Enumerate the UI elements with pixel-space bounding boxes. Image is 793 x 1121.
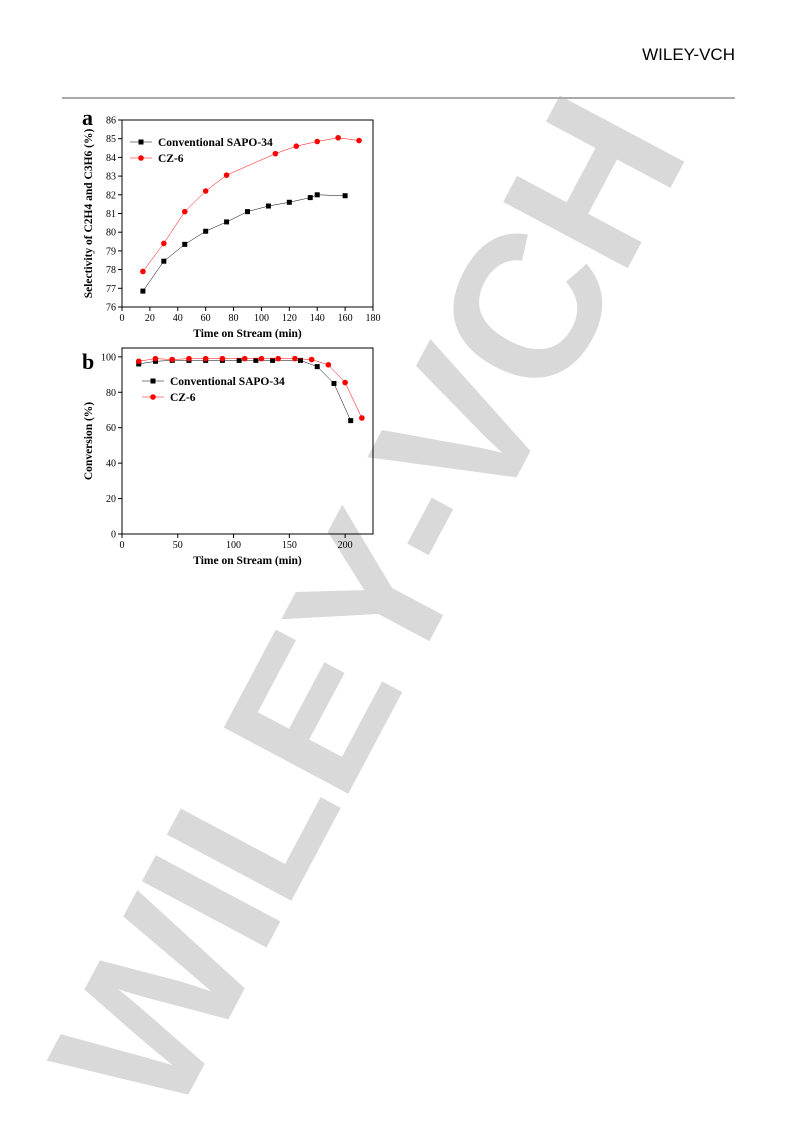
data-point: [314, 138, 321, 145]
y-tick-label: 81: [106, 209, 116, 220]
panel-label: b: [82, 349, 94, 374]
data-point: [270, 357, 276, 363]
data-point: [181, 208, 188, 215]
data-point: [223, 172, 230, 178]
data-point: [342, 193, 348, 199]
data-point: [331, 380, 337, 386]
legend-swatch: [150, 378, 156, 384]
legend-swatch: [138, 139, 144, 145]
data-point: [161, 258, 167, 264]
data-point: [292, 355, 298, 362]
data-point: [135, 358, 142, 365]
data-point: [314, 364, 320, 370]
legend-label: Conventional SAPO-34: [170, 376, 285, 388]
series-line: [142, 194, 346, 292]
series-line: [138, 360, 351, 421]
y-tick-label: 0: [111, 530, 116, 541]
data-point: [169, 356, 175, 363]
panel-label: a: [82, 105, 93, 130]
y-tick-label: 85: [106, 134, 116, 145]
y-tick-label: 40: [106, 459, 116, 470]
x-tick-label: 180: [366, 313, 381, 324]
data-point: [359, 415, 365, 421]
data-point: [293, 143, 300, 149]
x-tick-label: 150: [282, 540, 297, 551]
y-tick-label: 60: [106, 423, 116, 434]
data-point: [307, 195, 313, 201]
y-tick-label: 76: [106, 303, 116, 314]
x-tick-label: 200: [338, 540, 353, 551]
x-tick-label: 0: [120, 540, 125, 551]
x-tick-label: 50: [173, 540, 183, 551]
data-point: [253, 357, 259, 363]
x-axis-label: Time on Stream (min): [193, 555, 302, 567]
y-tick-label: 80: [106, 388, 116, 399]
data-point: [245, 209, 250, 215]
data-point: [152, 355, 159, 362]
x-tick-label: 60: [201, 313, 211, 324]
x-tick-label: 80: [229, 313, 239, 324]
y-tick-label: 86: [106, 116, 116, 127]
data-point: [140, 268, 146, 275]
data-point: [272, 150, 279, 157]
data-point: [308, 356, 315, 363]
x-tick-label: 0: [120, 313, 125, 324]
x-tick-label: 160: [338, 313, 353, 324]
data-point: [356, 137, 362, 144]
x-tick-label: 100: [254, 313, 269, 324]
y-tick-label: 20: [106, 494, 116, 505]
legend-swatch: [150, 394, 156, 400]
data-point: [224, 219, 230, 225]
y-tick-label: 77: [106, 284, 116, 295]
header-brand: WILEY-VCH: [642, 45, 735, 64]
plot-frame: [121, 347, 374, 535]
y-tick-label: 82: [106, 190, 116, 201]
x-tick-label: 120: [282, 313, 297, 324]
data-point: [236, 357, 242, 363]
data-point: [286, 199, 292, 205]
x-tick-label: 140: [310, 313, 325, 324]
data-point: [258, 355, 265, 362]
data-point: [342, 379, 348, 386]
series-line: [142, 137, 360, 272]
data-point: [335, 134, 341, 141]
legend-label: CZ-6: [158, 153, 184, 165]
y-tick-label: 78: [106, 265, 116, 276]
data-point: [241, 355, 248, 362]
data-point: [186, 355, 192, 362]
watermark: WILEY-VCH: [8, 66, 728, 1121]
x-tick-label: 40: [173, 313, 183, 324]
y-tick-label: 100: [101, 352, 116, 363]
y-tick-label: 83: [106, 172, 116, 183]
data-point: [265, 203, 271, 209]
data-point: [314, 192, 320, 198]
legend-swatch: [138, 155, 144, 161]
data-point: [297, 357, 303, 363]
legend-label: CZ-6: [170, 392, 196, 404]
data-point: [219, 355, 226, 362]
data-point: [325, 362, 332, 368]
x-tick-label: 20: [145, 313, 155, 324]
data-point: [202, 355, 209, 362]
y-tick-label: 79: [106, 246, 116, 257]
data-point: [140, 288, 146, 294]
x-axis-label: Time on Stream (min): [193, 328, 302, 340]
data-point: [161, 240, 167, 247]
legend-label: Conventional SAPO-34: [158, 137, 273, 149]
data-point: [203, 228, 209, 234]
data-point: [348, 418, 354, 424]
data-point: [202, 188, 209, 194]
y-axis-label: Selectivity of C2H4 and C3H6 (%): [83, 129, 95, 299]
data-point: [275, 355, 281, 362]
y-tick-label: 80: [106, 228, 116, 239]
data-point: [182, 241, 188, 247]
y-axis-label: Conversion (%): [83, 402, 95, 480]
y-tick-label: 84: [106, 153, 116, 164]
x-tick-label: 100: [226, 540, 241, 551]
